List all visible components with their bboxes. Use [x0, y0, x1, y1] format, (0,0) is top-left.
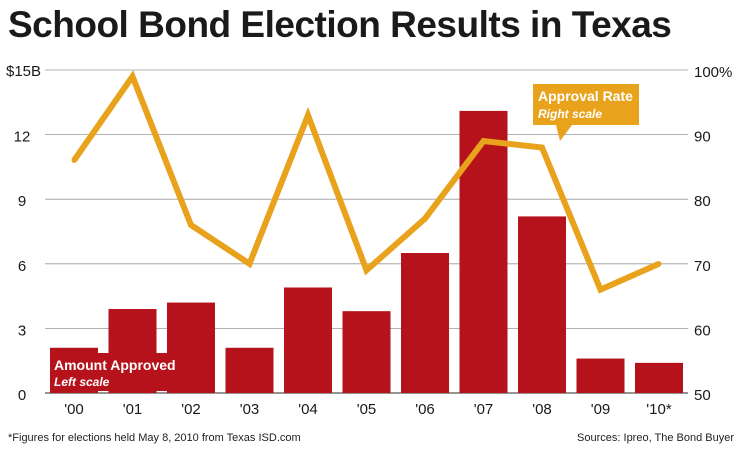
approval-point — [481, 138, 486, 144]
approval-point — [71, 157, 77, 163]
right-tick-label: 60 — [694, 322, 711, 339]
x-tick-label: '03 — [240, 401, 260, 418]
approval-point — [598, 287, 603, 293]
approval-point — [364, 267, 369, 273]
right-tick-label: 70 — [694, 258, 711, 275]
left-tick-label: 12 — [14, 129, 31, 146]
bar-legend-sublabel: Left scale — [54, 375, 110, 389]
right-tick-label: 80 — [694, 193, 711, 210]
right-tick-label: 50 — [694, 387, 711, 404]
x-tick-label: '06 — [415, 401, 435, 418]
chart-title: School Bond Election Results in Texas — [8, 4, 672, 45]
bar — [342, 311, 391, 393]
left-tick-label: 6 — [18, 258, 26, 275]
x-tick-label: '05 — [357, 401, 377, 418]
approval-point — [130, 73, 135, 79]
left-tick-label: 3 — [18, 322, 26, 339]
x-tick-label: '08 — [532, 401, 552, 418]
footnote: *Figures for elections held May 8, 2010 … — [8, 432, 301, 444]
approval-point — [539, 145, 545, 151]
left-tick-label: 0 — [18, 387, 26, 404]
bar — [225, 347, 274, 393]
bar-legend-label: Amount Approved — [54, 357, 176, 373]
approval-point — [188, 222, 194, 228]
x-tick-label: '09 — [591, 401, 611, 418]
left-tick-label: $15B — [6, 63, 41, 80]
bar — [459, 110, 508, 393]
bar — [284, 287, 332, 393]
left-tick-label: 9 — [18, 193, 26, 210]
bar — [518, 216, 566, 393]
x-tick-label: '01 — [123, 401, 143, 418]
x-tick-label: '02 — [181, 401, 201, 418]
line-legend-pointer — [556, 125, 572, 141]
approval-point — [422, 216, 428, 222]
line-legend-label: Approval Rate — [538, 88, 633, 104]
approval-point — [247, 261, 252, 267]
x-tick-label: '10* — [646, 401, 672, 418]
line-legend-sublabel: Right scale — [538, 107, 602, 121]
approval-point — [305, 112, 311, 118]
bar — [635, 362, 683, 393]
x-tick-label: '00 — [64, 401, 84, 418]
right-tick-label: 100% — [694, 64, 732, 81]
right-tick-label: 90 — [694, 129, 711, 146]
bar — [576, 358, 625, 393]
approval-point — [656, 261, 662, 267]
source-note: Sources: Ipreo, The Bond Buyer — [577, 432, 734, 444]
bar-legend-box — [50, 353, 182, 391]
bar — [401, 253, 449, 393]
line-legend-box — [533, 84, 639, 125]
x-tick-label: '07 — [474, 401, 494, 418]
x-tick-label: '04 — [298, 401, 318, 418]
